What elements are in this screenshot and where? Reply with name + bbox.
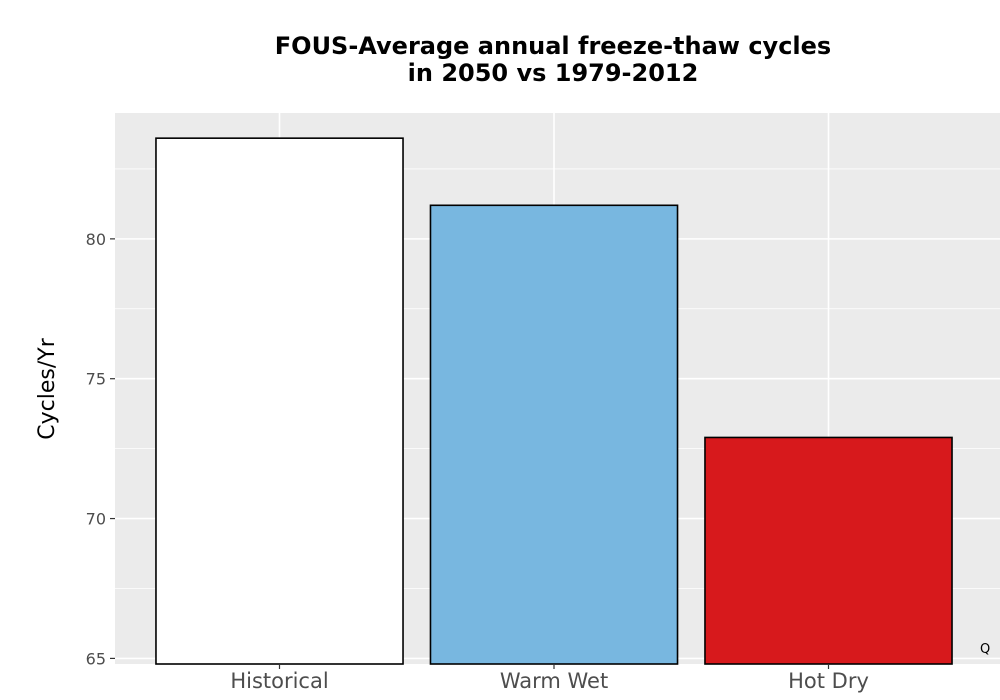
chart-title-line-2: in 2050 vs 1979-2012 — [408, 59, 699, 87]
bars — [155, 137, 953, 665]
bar-hot-dry — [704, 436, 953, 665]
x-axis: Historical Warm Wet Hot Dry — [230, 664, 869, 693]
x-tick-label: Historical — [230, 669, 328, 693]
y-tick-label: 65 — [86, 649, 106, 668]
y-tick-label: 75 — [86, 370, 106, 389]
y-axis: 65 70 75 80 — [86, 230, 115, 668]
chart-title-line-1: FOUS-Average annual freeze-thaw cycles — [275, 32, 831, 60]
corner-mark: Q — [980, 642, 990, 657]
x-tick-label: Warm Wet — [500, 669, 608, 693]
y-axis-title: Cycles/Yr — [35, 337, 60, 439]
x-tick-label: Hot Dry — [788, 669, 869, 693]
y-tick-label: 80 — [86, 230, 106, 249]
y-tick-label: 70 — [86, 510, 106, 529]
bar-warm-wet — [429, 204, 679, 665]
bar-historical — [155, 137, 404, 665]
